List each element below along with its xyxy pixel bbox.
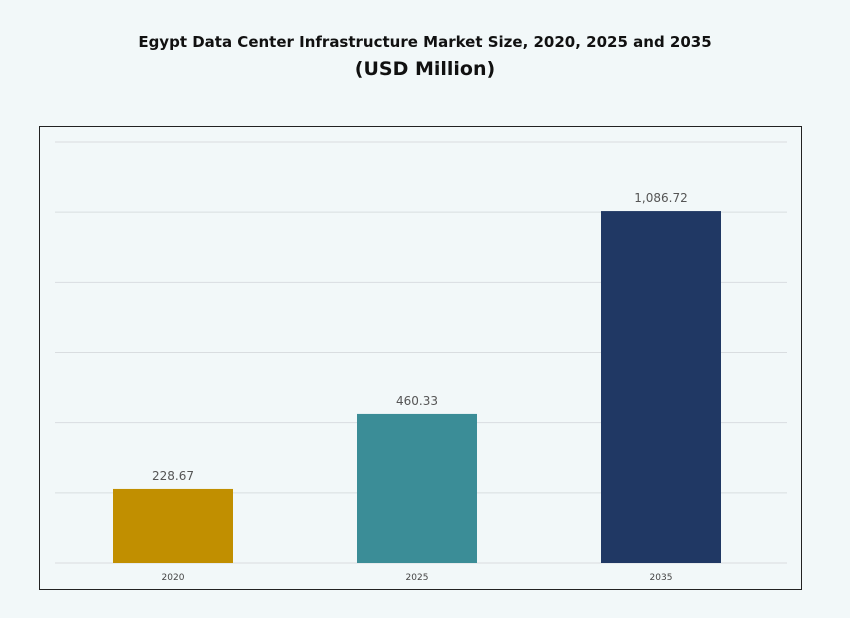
data-label-2035: 1,086.72	[634, 191, 687, 205]
x-tick-2035: 2035	[650, 573, 673, 583]
x-tick-2025: 2025	[406, 573, 429, 583]
bar-2025	[357, 413, 477, 563]
bar-2035	[601, 211, 721, 564]
chart-title: Egypt Data Center Infrastructure Market …	[138, 33, 712, 51]
data-label-2025: 460.33	[396, 394, 438, 408]
data-label-2020: 228.67	[152, 469, 194, 483]
bar-2020	[113, 488, 233, 563]
chart-subtitle: (USD Million)	[354, 58, 496, 80]
chart-frame	[39, 126, 802, 590]
x-tick-2020: 2020	[162, 573, 185, 583]
